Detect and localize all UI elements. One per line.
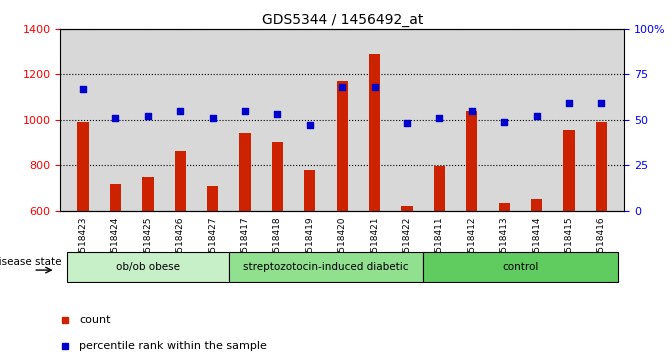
Point [596, 101, 607, 106]
Bar [67, 252, 229, 282]
Point [531, 113, 542, 119]
Bar [531, 199, 542, 211]
Bar [77, 122, 89, 211]
Point [466, 108, 477, 114]
Text: ob/ob obese: ob/ob obese [116, 262, 180, 272]
Point [175, 108, 186, 114]
Bar [423, 252, 617, 282]
Text: percentile rank within the sample: percentile rank within the sample [79, 340, 267, 351]
Point [272, 111, 282, 117]
Bar [110, 184, 121, 211]
Point [369, 84, 380, 90]
Text: count: count [79, 315, 111, 325]
Bar [596, 122, 607, 211]
Bar [433, 166, 445, 211]
Title: GDS5344 / 1456492_at: GDS5344 / 1456492_at [262, 13, 423, 26]
Point [78, 86, 89, 92]
Point [337, 84, 348, 90]
Bar [466, 111, 478, 211]
Bar [142, 177, 154, 211]
Bar [401, 205, 413, 211]
Point [564, 101, 574, 106]
Point [142, 113, 153, 119]
Point [240, 108, 250, 114]
Bar [229, 252, 423, 282]
Bar [337, 81, 348, 211]
Text: control: control [502, 262, 539, 272]
Bar [207, 185, 218, 211]
Point [499, 119, 509, 125]
Text: disease state: disease state [0, 257, 62, 267]
Point [110, 115, 121, 121]
Text: streptozotocin-induced diabetic: streptozotocin-induced diabetic [244, 262, 409, 272]
Bar [272, 142, 283, 211]
Point [207, 115, 218, 121]
Point [434, 115, 445, 121]
Point [305, 122, 315, 128]
Bar [563, 130, 574, 211]
Bar [499, 203, 510, 211]
Bar [240, 133, 251, 211]
Point [402, 121, 413, 126]
Bar [369, 54, 380, 211]
Bar [174, 151, 186, 211]
Bar [304, 170, 315, 211]
